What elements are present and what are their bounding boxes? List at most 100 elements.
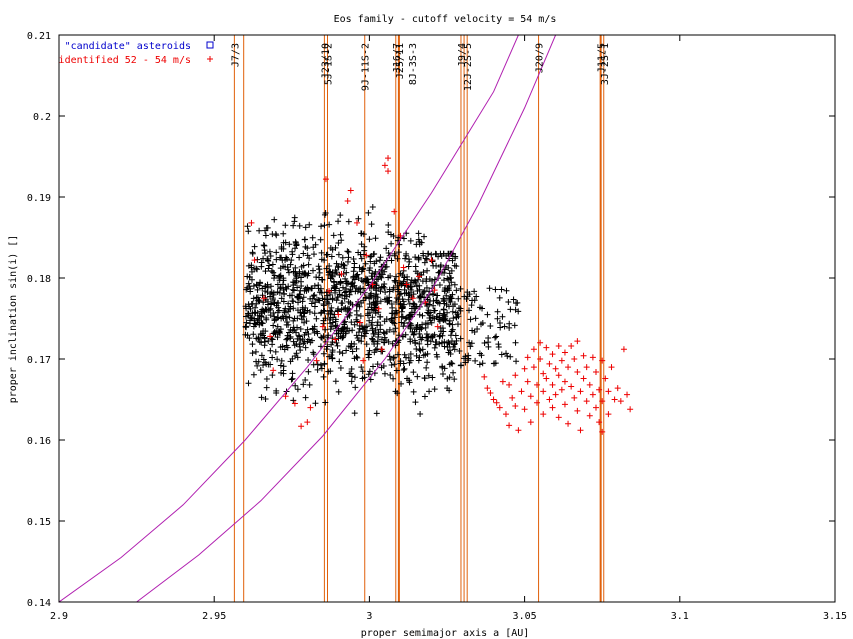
identified-point: [409, 295, 416, 302]
black-point: [250, 282, 257, 289]
black-point: [375, 276, 382, 283]
black-point: [284, 319, 291, 326]
black-point: [294, 354, 301, 361]
black-point: [394, 282, 401, 289]
identified-point: [583, 398, 590, 405]
black-point: [339, 300, 346, 307]
black-point: [389, 340, 396, 347]
black-point: [394, 255, 401, 262]
black-point: [335, 240, 342, 247]
identified-point: [546, 396, 553, 403]
black-point: [339, 284, 346, 291]
black-point: [329, 296, 336, 303]
black-point: [310, 244, 317, 251]
black-point: [345, 248, 352, 255]
black-point: [339, 334, 346, 341]
resonance-label: J20/9: [535, 43, 546, 73]
black-point: [263, 315, 270, 322]
black-point: [473, 293, 480, 300]
black-point: [362, 324, 369, 331]
identified-point: [335, 311, 342, 318]
black-point: [495, 343, 502, 350]
identified-point: [611, 396, 618, 403]
black-point: [318, 289, 325, 296]
black-point: [292, 353, 299, 360]
black-point: [415, 357, 422, 364]
black-point: [244, 223, 251, 230]
black-point: [371, 341, 378, 348]
identified-point: [357, 319, 364, 326]
identified-point: [599, 398, 606, 405]
black-point: [293, 350, 300, 357]
black-point: [385, 222, 392, 229]
identified-point: [499, 378, 506, 385]
black-point: [253, 281, 260, 288]
black-point: [494, 315, 501, 322]
black-point: [254, 266, 261, 273]
black-point: [348, 373, 355, 380]
black-point: [254, 362, 261, 369]
black-point: [421, 259, 428, 266]
black-point: [269, 372, 276, 379]
identified-point: [552, 365, 559, 372]
black-point: [254, 315, 261, 322]
black-point: [379, 271, 386, 278]
black-point: [513, 358, 520, 365]
black-point: [496, 294, 503, 301]
black-point: [267, 253, 274, 260]
black-point: [258, 339, 265, 346]
identified-point: [527, 419, 534, 426]
black-point: [351, 355, 358, 362]
black-point: [365, 371, 372, 378]
black-point: [273, 249, 280, 256]
black-point: [463, 296, 470, 303]
black-point: [331, 284, 338, 291]
identified-point: [530, 346, 537, 353]
black-point: [352, 384, 359, 391]
identified-point: [561, 378, 568, 385]
black-point: [377, 288, 384, 295]
black-point: [287, 326, 294, 333]
black-point: [492, 286, 499, 293]
black-point: [493, 333, 500, 340]
black-point: [346, 312, 353, 319]
black-point: [329, 355, 336, 362]
resonance-label: 8J-3S-3: [408, 43, 419, 85]
black-point: [372, 301, 379, 308]
black-point: [397, 358, 404, 365]
identified-point: [565, 420, 572, 427]
black-point: [392, 325, 399, 332]
black-point: [446, 340, 453, 347]
black-point: [282, 222, 289, 229]
black-point: [481, 340, 488, 347]
legend-identified-plus: [207, 56, 213, 62]
identified-point: [558, 357, 565, 364]
identified-point: [307, 404, 314, 411]
black-point: [374, 319, 381, 326]
identified-point: [555, 343, 562, 350]
black-point: [354, 318, 361, 325]
black-point: [347, 370, 354, 377]
identified-point: [363, 252, 370, 259]
black-point: [341, 289, 348, 296]
black-point: [484, 311, 491, 318]
black-point: [345, 254, 352, 261]
black-point: [310, 326, 317, 333]
black-point: [416, 311, 423, 318]
x-tick-label: 3.15: [823, 611, 847, 622]
black-point: [396, 291, 403, 298]
black-point: [267, 347, 274, 354]
black-point: [315, 282, 322, 289]
black-point: [358, 323, 365, 330]
black-point: [277, 272, 284, 279]
black-point: [499, 313, 506, 320]
black-point: [314, 330, 321, 337]
black-point: [262, 306, 269, 313]
black-point: [349, 279, 356, 286]
black-point: [408, 283, 415, 290]
black-point: [300, 313, 307, 320]
black-point: [292, 382, 299, 389]
black-point: [451, 376, 458, 383]
black-point: [355, 215, 362, 222]
identified-point: [549, 381, 556, 388]
